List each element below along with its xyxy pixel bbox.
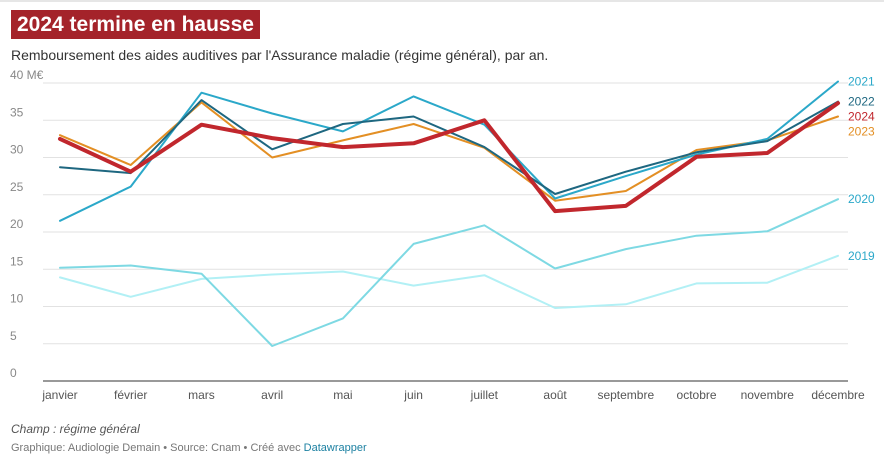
x-tick-label: juillet (470, 388, 499, 402)
x-axis: janvier février mars avril mai juin juillet aoû… (41, 388, 865, 402)
x-tick-label: mars (188, 388, 215, 402)
chart-title: 2024 termine en hausse (11, 10, 260, 39)
credits: Graphique: Audiologie Demain • Source: C… (11, 442, 367, 454)
series-line-2020 (59, 198, 839, 347)
series-layer (58, 80, 840, 347)
top-rule (0, 0, 884, 2)
legend-label-2021: 2021 (848, 75, 875, 89)
x-tick-label: août (543, 388, 567, 402)
series-line-2023 (59, 101, 839, 202)
x-tick-label: janvier (41, 388, 77, 402)
x-tick-label: octobre (677, 388, 717, 402)
credits-text: Graphique: Audiologie Demain • Source: C… (11, 442, 304, 454)
legend-label-2024: 2024 (848, 110, 875, 124)
x-tick-label: mai (333, 388, 352, 402)
series-line-2019 (59, 254, 839, 309)
y-tick-label: 10 (10, 292, 24, 306)
scope-note: Champ : régime général (11, 422, 140, 436)
x-tick-label: septembre (597, 388, 654, 402)
grid-layer (43, 82, 848, 382)
y-tick-label: 35 (10, 105, 24, 119)
y-tick-label: 40 M€ (10, 70, 44, 82)
y-tick-label: 0 (10, 366, 17, 380)
x-tick-label: février (114, 388, 147, 402)
y-tick-label: 5 (10, 329, 17, 343)
series-line-2024 (58, 101, 840, 214)
y-tick-label: 25 (10, 180, 24, 194)
y-tick-label: 20 (10, 217, 24, 231)
legend-label-2022: 2022 (848, 95, 875, 109)
x-tick-label: avril (261, 388, 283, 402)
datawrapper-link[interactable]: Datawrapper (303, 442, 367, 454)
y-tick-label: 30 (10, 143, 24, 157)
chart-subtitle: Remboursement des aides auditives par l'… (11, 47, 549, 63)
legend-label-2023: 2023 (848, 125, 875, 139)
line-chart: 0 5 10 15 20 25 30 35 40 M€ janvier février mars av… (10, 70, 875, 402)
x-tick-label: juin (403, 388, 423, 402)
legend-label-2020: 2020 (848, 192, 875, 206)
series-line-2021 (59, 80, 839, 222)
x-tick-label: décembre (811, 388, 865, 402)
y-axis: 0 5 10 15 20 25 30 35 40 M€ (10, 70, 44, 380)
y-tick-label: 15 (10, 254, 24, 268)
x-tick-label: novembre (741, 388, 795, 402)
legend-label-2019: 2019 (848, 249, 875, 263)
